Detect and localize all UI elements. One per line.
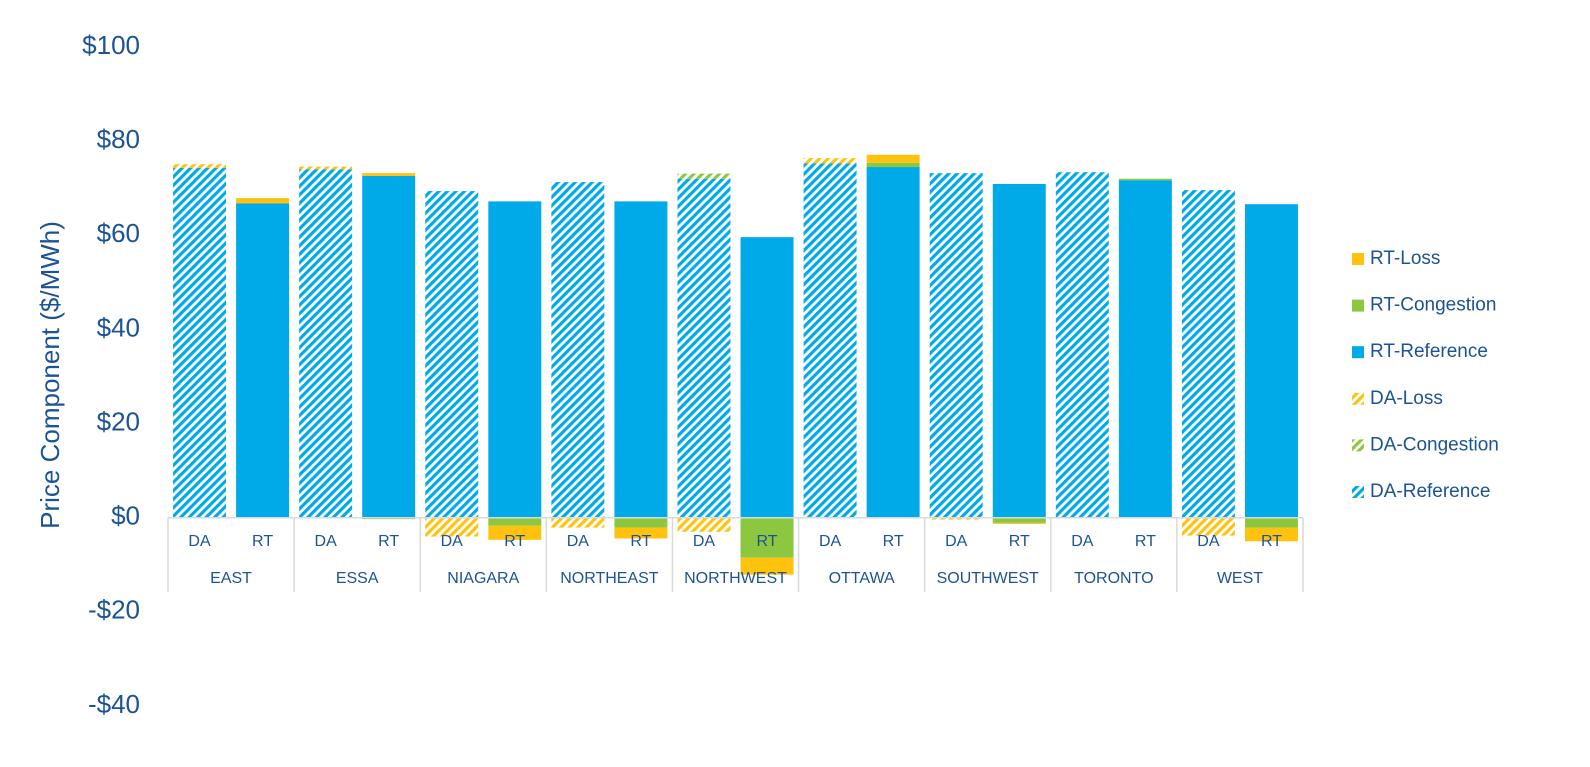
bar-segment [236,203,290,518]
y-tick-label: $40 [97,312,140,342]
y-axis-label: Price Component ($/MWh) [35,221,65,529]
bar-segment [929,173,983,518]
group-label: ESSA [336,570,379,587]
legend-label: RT-Loss [1370,248,1440,269]
x-tick-label: RT [883,533,904,550]
x-tick-label: DA [315,533,338,550]
bar-segment [677,517,731,532]
bar-segment [992,183,1046,518]
x-tick-label: DA [1197,533,1220,550]
bar-segment [677,178,731,518]
legend-swatch [1352,439,1364,452]
bar-segment [614,201,668,518]
group-label: TORONTO [1074,570,1153,587]
bar-segment [173,167,227,518]
group-label: WEST [1217,570,1263,587]
x-tick-label: RT [252,533,273,550]
bar-segment [866,154,920,163]
bar-segment [425,517,479,537]
legend-label: DA-Loss [1370,388,1443,409]
bar-segment [299,169,353,518]
x-tick-label: DA [441,533,464,550]
x-tick-label: RT [1135,533,1156,550]
bar-segment [992,517,1046,523]
bar-segment [551,517,605,528]
bar-segment [677,173,731,179]
x-tick-label: DA [188,533,211,550]
group-label: NORTHEAST [560,570,659,587]
y-tick-label: $60 [97,218,140,248]
bar-segment [1244,204,1298,518]
x-tick-label: DA [693,533,716,550]
bar-segment [1181,517,1235,536]
legend-swatch [1352,486,1364,498]
bar-segment [614,517,668,528]
legend-label: DA-Congestion [1370,434,1499,455]
bar-segment [551,182,605,518]
bar-segment [866,162,920,168]
x-tick-label: DA [1071,533,1094,550]
bar-segment [929,517,983,520]
bar-segment [803,163,857,518]
legend-swatch [1352,253,1364,265]
y-tick-label: $20 [97,406,140,436]
bar-segment [1244,517,1298,528]
bar-segment [614,527,668,539]
legend-label: RT-Congestion [1370,295,1496,316]
legend-swatch [1352,392,1364,405]
legend-swatch [1352,299,1364,312]
legend-label: DA-Reference [1370,481,1490,502]
y-tick-label: $100 [82,30,140,60]
y-tick-label: $80 [97,124,140,154]
bar-segment [299,166,353,170]
group-label: EAST [210,570,252,587]
bar-segment [866,167,920,518]
y-tick-label: $0 [111,501,140,531]
x-tick-label: DA [567,533,590,550]
x-tick-label: RT [1009,533,1030,550]
bar-segment [488,525,542,540]
bar-segment [803,158,857,164]
y-tick-label: -$20 [88,595,140,625]
y-tick-label: -$40 [88,689,140,719]
bar-segment [173,164,227,168]
bar-segment [740,517,794,558]
bar-segment [488,517,542,526]
bar-segment [1055,172,1109,518]
x-tick-label: RT [378,533,399,550]
bar-segment [425,191,479,518]
bar-segment [1181,190,1235,518]
bar-segment [1118,180,1172,518]
legend-swatch [1352,346,1364,359]
legend-label: RT-Reference [1370,341,1488,362]
bar-segment [740,557,794,575]
x-tick-label: RT [1261,533,1282,550]
x-tick-label: RT [504,533,525,550]
bar-segment [1244,527,1298,542]
group-label: NIAGARA [447,570,519,587]
bar-segment [236,198,290,204]
x-tick-label: DA [945,533,968,550]
bar-segment [740,237,794,518]
x-tick-label: DA [819,533,842,550]
bar-segment [362,173,416,176]
bar-segment [488,201,542,518]
group-label: NORTHWEST [684,570,787,587]
x-tick-label: RT [630,533,651,550]
bar-segment [992,522,1046,524]
group-label: SOUTHWEST [937,570,1039,587]
x-tick-label: RT [757,533,778,550]
bar-segment [1118,178,1172,181]
group-label: OTTAWA [829,570,895,587]
bar-segment [362,175,416,518]
